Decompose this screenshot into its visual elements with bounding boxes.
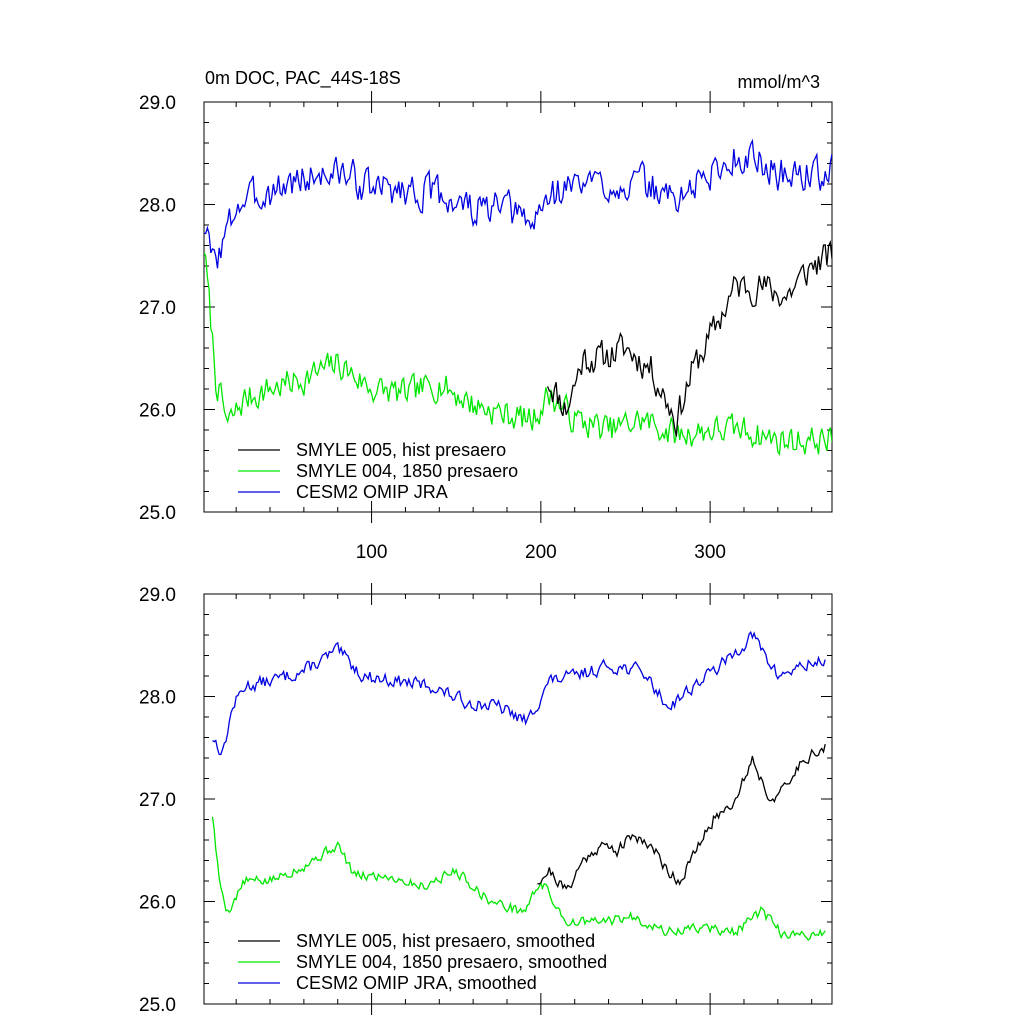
series-line-y1850: [204, 252, 832, 457]
legend-label: SMYLE 005, hist presaero, smoothed: [296, 931, 595, 951]
series-line-omip: [212, 630, 826, 756]
legend-label: SMYLE 004, 1850 presaero: [296, 461, 518, 481]
y-tick-label: 27.0: [139, 298, 176, 319]
y-tick-label: 25.0: [139, 995, 176, 1016]
x-tick-label: 200: [525, 542, 557, 563]
y-tick-label: 28.0: [139, 688, 176, 709]
legend-label: SMYLE 004, 1850 presaero, smoothed: [296, 952, 607, 972]
series-line-omip: [204, 138, 832, 269]
series-line-y1850: [211, 816, 826, 941]
top-panel: 25.0 26.0 27.0 28.0 29.0 100 200 300 SMYLE 005, …: [139, 91, 833, 563]
y-tick-label: 27.0: [139, 790, 176, 811]
y-tick-label: 26.0: [139, 893, 176, 914]
bottom-panel: 25.0 26.0 27.0 28.0 29.0 SMYLE 005, hist pres…: [139, 583, 833, 1016]
units-label: mmol/m^3: [738, 72, 820, 92]
y-tick-label: 28.0: [139, 196, 176, 217]
y-tick-label: 29.0: [139, 585, 176, 606]
x-tick-label: 300: [694, 542, 726, 563]
legend-label: CESM2 OMIP JRA: [296, 482, 448, 502]
y-tick-label: 29.0: [139, 93, 176, 114]
y-tick-label: 25.0: [139, 503, 176, 524]
series-line-hist: [537, 743, 826, 890]
y-tick-label: 26.0: [139, 401, 176, 422]
x-tick-label: 100: [356, 542, 388, 563]
series-line-hist: [546, 239, 832, 437]
legend-label: SMYLE 005, hist presaero: [296, 440, 506, 460]
legend-label: CESM2 OMIP JRA, smoothed: [296, 973, 537, 993]
panel-title: 0m DOC, PAC_44S-18S: [205, 68, 401, 89]
